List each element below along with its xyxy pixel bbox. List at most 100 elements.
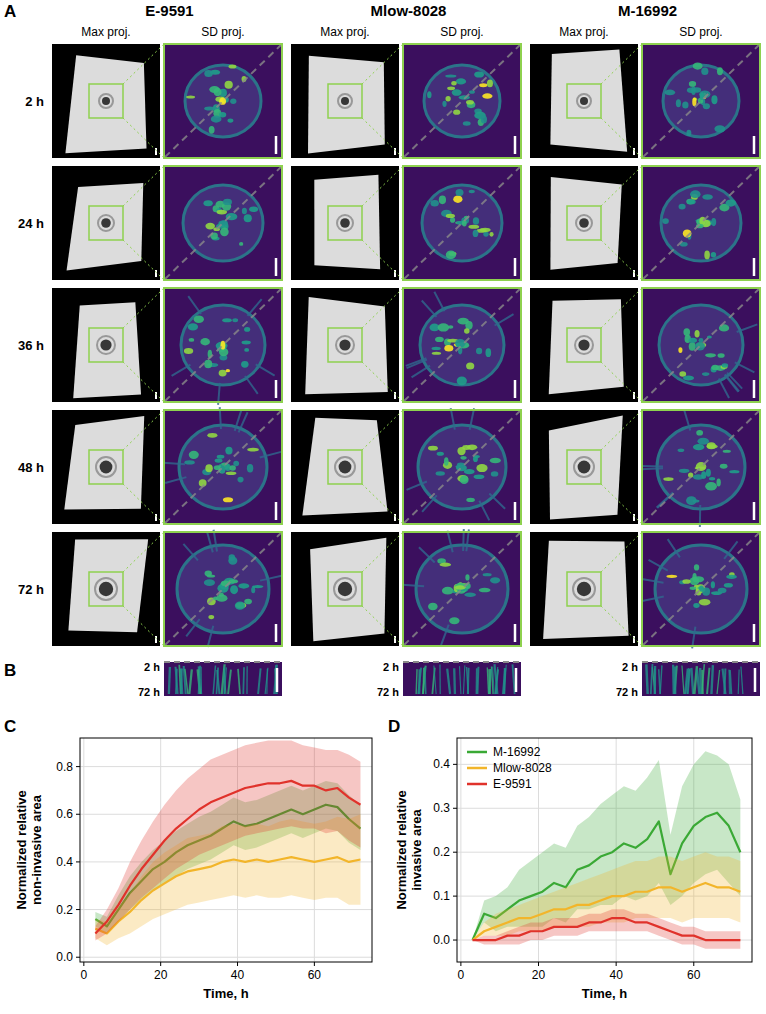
sd-spot xyxy=(247,464,253,472)
kymo-line xyxy=(642,288,760,402)
sd-spot xyxy=(476,464,487,472)
panel-letter: A xyxy=(4,2,16,21)
spheroid xyxy=(339,461,352,474)
sd-spot xyxy=(666,575,677,578)
tick xyxy=(453,940,457,941)
sd-frame xyxy=(403,532,521,646)
kymo-streak xyxy=(463,665,464,694)
tick-label: 0 xyxy=(80,968,87,982)
sd-spot xyxy=(711,95,717,104)
sd-spot xyxy=(186,96,195,99)
scale-bar xyxy=(753,624,756,642)
column-head: Max proj. xyxy=(320,25,369,39)
tick xyxy=(453,764,457,765)
max-proj-field xyxy=(308,56,385,154)
sd-spot xyxy=(188,323,198,330)
sd-spot xyxy=(436,471,445,475)
sd-spot xyxy=(217,455,225,459)
connector xyxy=(601,118,642,158)
sd-spot xyxy=(682,102,688,109)
sd-spot xyxy=(469,90,475,94)
kymo-streak xyxy=(717,670,720,694)
tick xyxy=(314,962,315,966)
axis-title: Time, h xyxy=(203,986,248,1001)
kymo-line xyxy=(164,166,282,280)
connector xyxy=(362,44,403,84)
sd-spheroid xyxy=(663,65,739,137)
scale-bar xyxy=(514,624,517,642)
connector xyxy=(123,606,164,646)
sd-frame xyxy=(403,410,521,524)
max-proj-bg xyxy=(291,288,399,402)
scale-bar xyxy=(514,502,517,520)
max-proj-bg xyxy=(291,532,399,646)
spheroid xyxy=(340,218,350,228)
sd-protrusion xyxy=(402,585,424,587)
time-label: 24 h xyxy=(18,216,44,231)
tick xyxy=(83,962,84,966)
sd-spot xyxy=(689,81,696,87)
sd-spot xyxy=(687,88,696,93)
scale-bar xyxy=(394,392,396,399)
kymo-line xyxy=(642,44,760,158)
kymo-streak xyxy=(467,668,470,694)
kymograph xyxy=(164,662,282,696)
sd-spot xyxy=(695,330,700,337)
sd-spot xyxy=(467,445,477,451)
kymo-line xyxy=(403,410,521,524)
max-proj-bg xyxy=(530,44,638,158)
kymo-streak xyxy=(189,669,191,694)
scale-bar xyxy=(275,258,278,276)
tick xyxy=(453,852,457,853)
sd-frame xyxy=(403,288,521,402)
axis-title-line: Normalized relative xyxy=(14,790,29,909)
sd-protrusion xyxy=(737,324,758,332)
max-proj-bg xyxy=(530,288,638,402)
sd-spot xyxy=(701,67,708,75)
sd-spot xyxy=(482,93,492,98)
kymo-label: 2 h xyxy=(383,661,399,673)
sd-protrusion xyxy=(434,292,444,312)
scale-bar xyxy=(394,148,396,155)
spheroid-halo xyxy=(577,94,591,108)
grid-line xyxy=(83,738,84,962)
kymo-streak xyxy=(728,669,729,694)
sd-spot xyxy=(237,477,243,483)
spheroid xyxy=(580,97,588,105)
connector xyxy=(601,240,642,280)
scale-bar xyxy=(276,668,279,692)
sd-proj-bg xyxy=(403,288,521,402)
sd-spot xyxy=(244,214,252,222)
sd-spot xyxy=(221,341,226,350)
scale-bar xyxy=(275,380,278,398)
sd-spot xyxy=(678,448,685,452)
spheroid-halo xyxy=(337,215,353,231)
sd-spot xyxy=(449,617,459,624)
sd-spot xyxy=(216,595,227,602)
sd-spot xyxy=(474,474,485,479)
time-label: 2 h xyxy=(25,94,44,109)
sd-spot xyxy=(687,199,696,204)
sd-protrusion xyxy=(724,541,737,558)
sd-protrusion xyxy=(214,530,217,552)
sd-spot xyxy=(204,106,215,110)
sd-spot xyxy=(696,430,703,436)
kymo-streak xyxy=(691,668,693,694)
tick-label: 0.3 xyxy=(433,801,450,815)
tick-label: 20 xyxy=(154,968,168,982)
kymo-top xyxy=(403,661,521,663)
sd-spot xyxy=(444,457,449,466)
group-title: E-9591 xyxy=(145,2,193,19)
sd-spot xyxy=(695,467,706,470)
kymo-streak xyxy=(242,667,245,694)
kymo-label: 2 h xyxy=(144,661,160,673)
sd-spot xyxy=(718,588,727,594)
spheroid xyxy=(578,461,591,474)
sd-spot xyxy=(473,230,479,237)
kymo-streak xyxy=(439,665,441,694)
column-head: SD proj. xyxy=(201,25,244,39)
max-proj-field xyxy=(549,299,624,394)
kymo-streak xyxy=(418,668,421,694)
column-head: Max proj. xyxy=(81,25,130,39)
legend-swatch xyxy=(467,751,487,754)
